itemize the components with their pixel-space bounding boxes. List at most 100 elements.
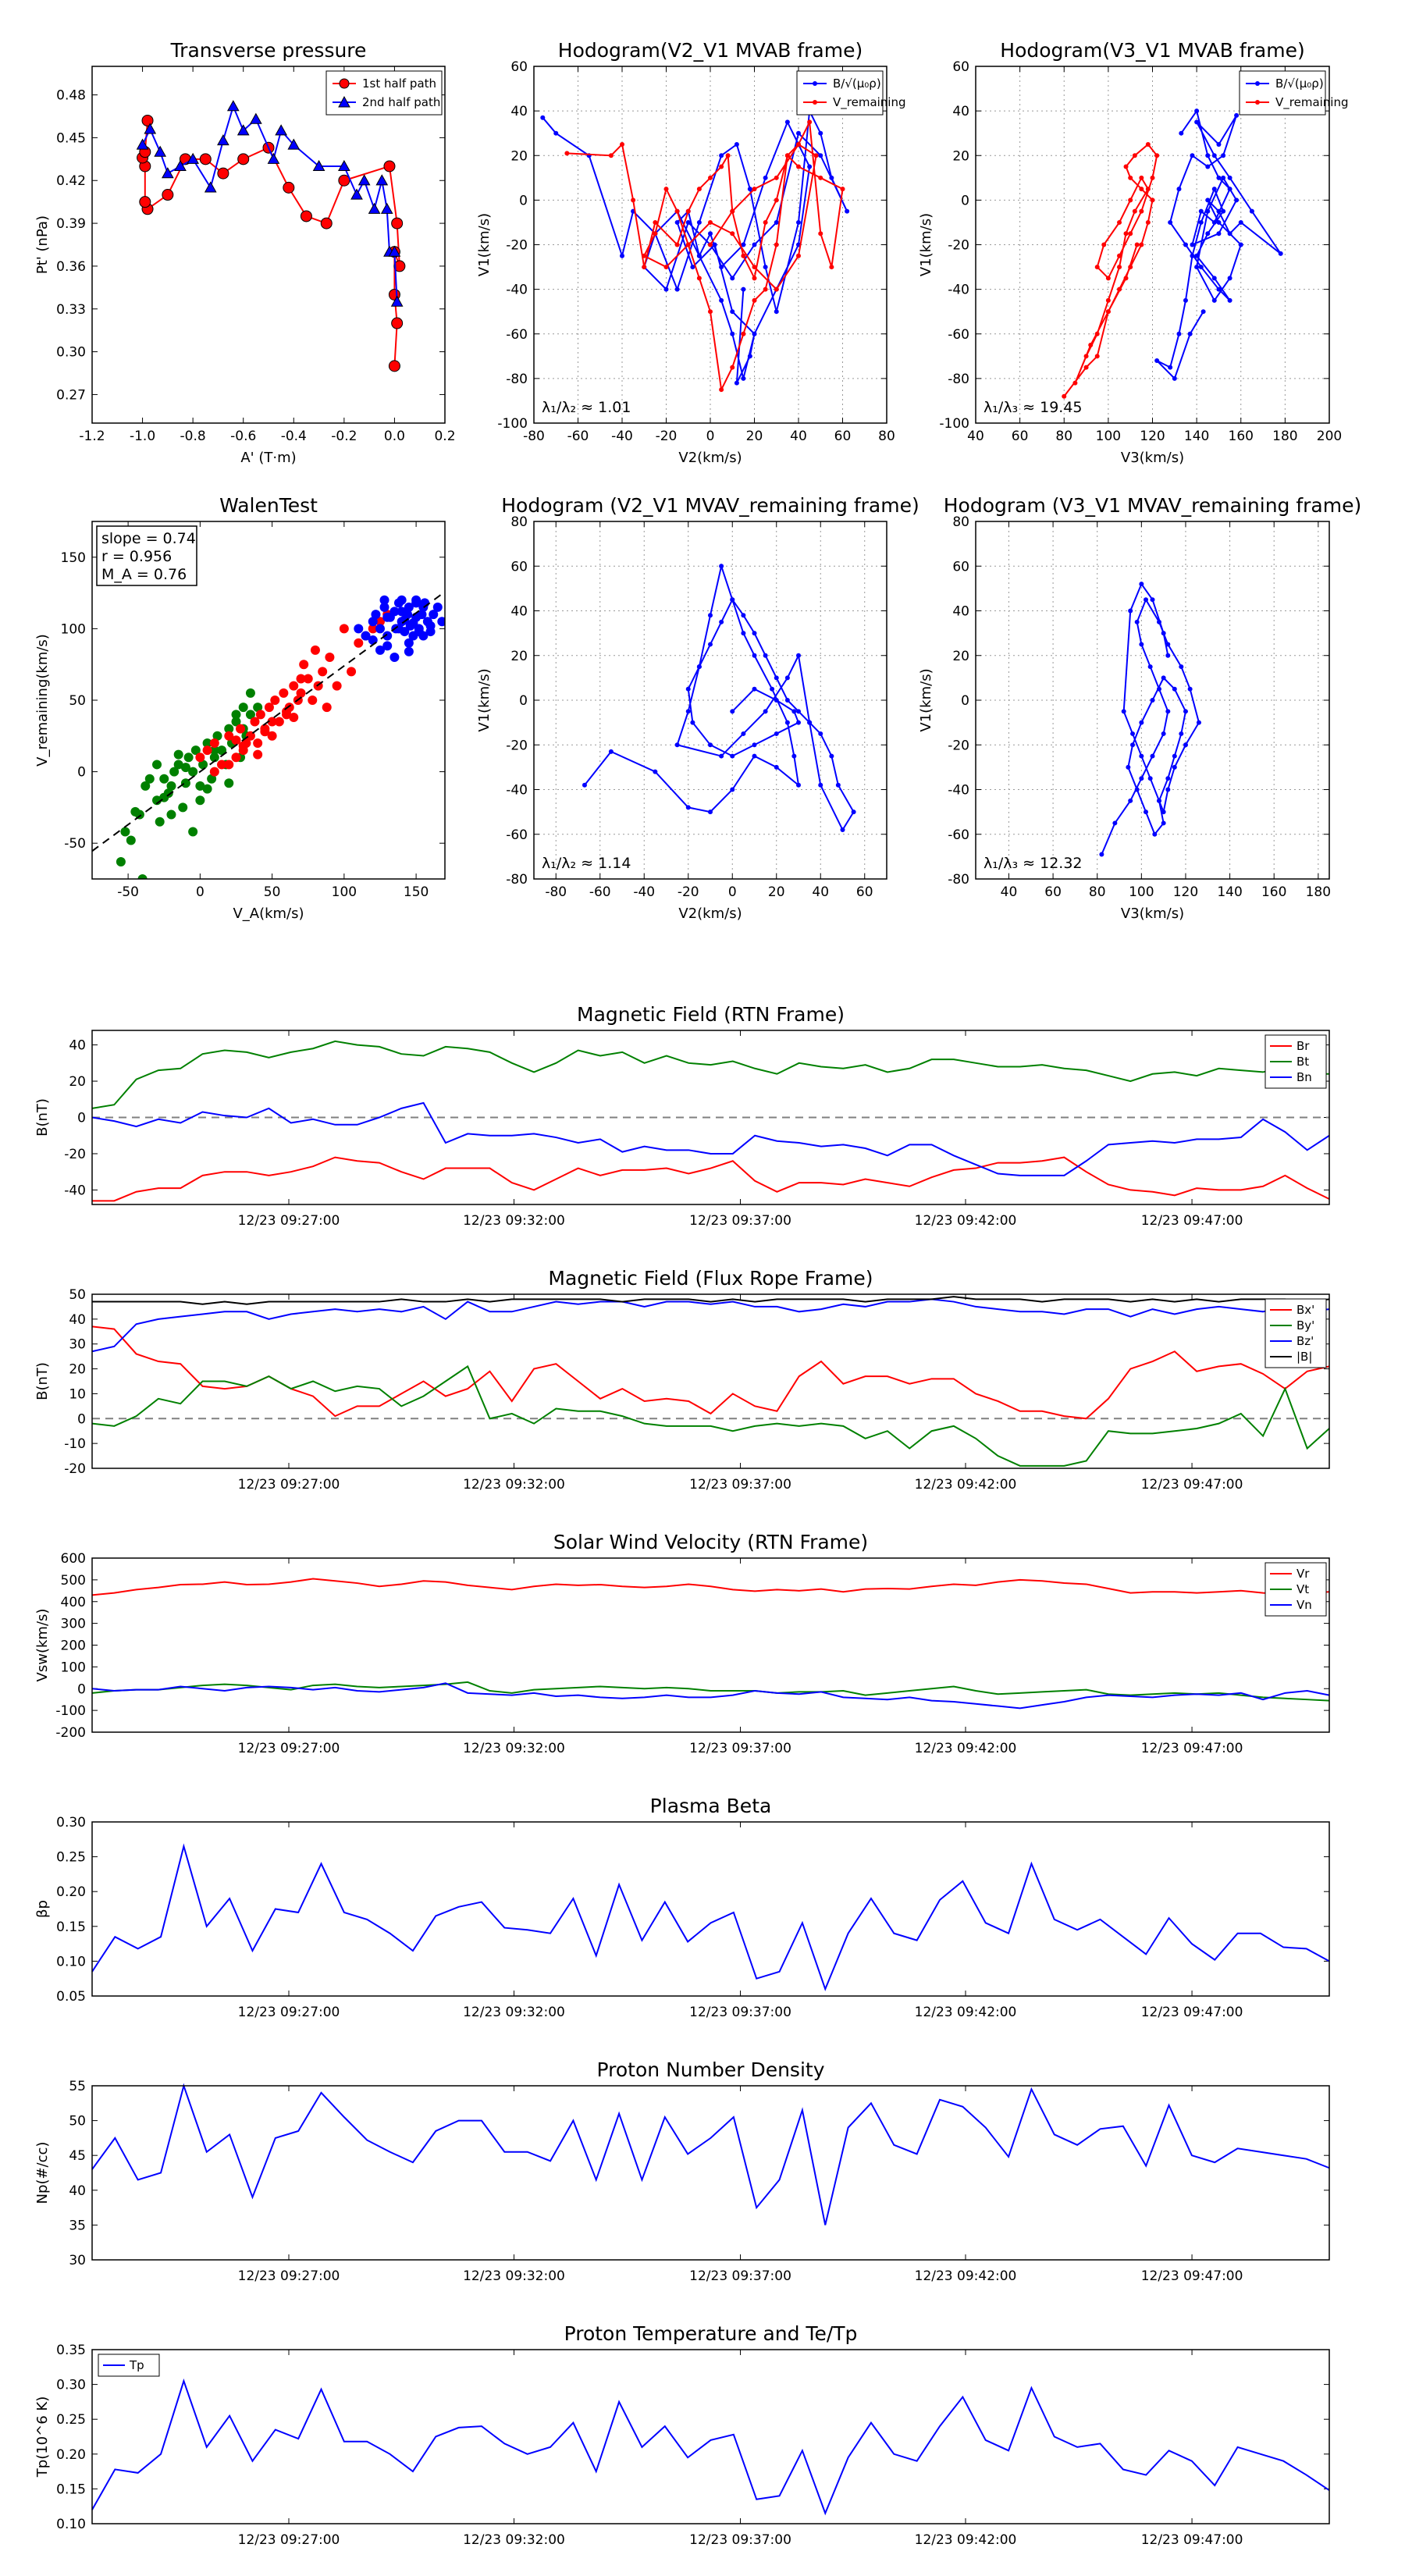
y-tick-label: 30 <box>69 1337 86 1353</box>
data-point <box>1128 175 1133 180</box>
data-point <box>1132 153 1137 158</box>
eigen-ratio-annotation: λ₁/λ₃ ≈ 19.45 <box>984 399 1083 416</box>
data-point <box>1117 286 1122 292</box>
x-tick-label: -20 <box>678 884 699 900</box>
legend-label: Bz' <box>1297 1334 1314 1348</box>
x-tick-label: 40 <box>1001 884 1018 900</box>
x-axis-label: V2(km/s) <box>678 906 742 922</box>
data-point <box>752 297 757 303</box>
y-tick-label: 0 <box>77 1411 86 1427</box>
data-point <box>245 688 255 698</box>
data-point <box>375 645 385 655</box>
data-point <box>209 753 219 763</box>
eigen-ratio-annotation: λ₁/λ₃ ≈ 12.32 <box>984 855 1083 872</box>
data-point <box>1194 253 1200 258</box>
panel-p2: Hodogram(V2_V1 MVAB frame) -80 -60 -40 -20 0 2… <box>476 39 906 466</box>
data-point <box>1117 219 1122 225</box>
data-point <box>250 717 260 727</box>
data-point <box>408 618 418 628</box>
series-line-beta <box>91 1843 1330 1991</box>
data-point <box>1123 164 1129 169</box>
data-point <box>180 763 190 773</box>
data-point <box>166 809 176 820</box>
data-point <box>685 208 691 214</box>
x-tick-label: 40 <box>812 884 829 900</box>
y-tick-label: 0.05 <box>56 1989 86 2005</box>
y-tick-label: -60 <box>948 827 969 843</box>
plot-area <box>92 1558 1329 1732</box>
data-point <box>162 167 174 179</box>
data-point <box>1128 798 1133 803</box>
data-point <box>1083 354 1089 359</box>
data-point <box>1094 265 1100 270</box>
axes-frame <box>91 66 446 424</box>
y-tick-label: 0.27 <box>56 387 86 403</box>
data-point <box>1187 331 1193 336</box>
data-point <box>642 253 647 258</box>
y-tick-label: 0.45 <box>56 130 86 146</box>
data-point <box>696 664 702 670</box>
data-point <box>178 802 188 813</box>
y-tick-label: 0.33 <box>56 302 86 318</box>
x-tick-label: 12/23 09:32:00 <box>463 1477 565 1493</box>
x-tick-label: 12/23 09:42:00 <box>915 2005 1017 2020</box>
y-tick-label: 20 <box>952 649 969 664</box>
data-point <box>1165 787 1171 792</box>
data-point <box>741 242 746 247</box>
data-point <box>1205 231 1211 237</box>
x-axis-label: V2(km/s) <box>678 450 742 466</box>
data-point <box>1139 242 1144 247</box>
data-point <box>1172 686 1177 692</box>
data-point <box>1139 776 1144 781</box>
data-point <box>1105 297 1111 303</box>
data-point <box>1221 153 1226 158</box>
data-point <box>1238 219 1243 225</box>
data-point <box>1147 664 1153 670</box>
chart-title: Transverse pressure <box>170 39 367 62</box>
x-axis-label: A' (T·m) <box>240 450 296 466</box>
data-point <box>397 607 407 617</box>
y-tick-label: 0 <box>961 193 969 208</box>
data-point <box>207 774 217 784</box>
y-tick-label: 20 <box>510 649 528 664</box>
data-point <box>190 745 201 756</box>
data-point <box>1198 265 1204 270</box>
data-point <box>1099 852 1104 857</box>
data-point <box>1117 253 1122 258</box>
data-point <box>1105 276 1111 281</box>
y-tick-label: 0.25 <box>56 2412 86 2428</box>
x-tick-label: 12/23 09:42:00 <box>915 2268 1017 2284</box>
x-tick-label: -1.0 <box>130 429 155 444</box>
x-tick-label: 12/23 09:37:00 <box>689 2005 791 2020</box>
data-point <box>1234 197 1240 203</box>
data-point <box>217 134 229 146</box>
data-point <box>296 674 306 684</box>
x-tick-label: 12/23 09:32:00 <box>463 1213 565 1229</box>
x-tick-label: -80 <box>523 429 545 444</box>
data-point <box>404 646 414 656</box>
data-point <box>1145 187 1151 192</box>
x-tick-label: 60 <box>856 884 873 900</box>
data-point <box>209 738 219 748</box>
data-point <box>1194 265 1200 270</box>
panel-t4: Plasma Beta 0.05 0.10 0.15 0.20 0.25 0.30 12/23… <box>34 1795 1330 2020</box>
x-tick-label: 40 <box>790 429 807 444</box>
x-tick-label: 12/23 09:37:00 <box>689 1741 791 1756</box>
panel-t2: Magnetic Field (Flux Rope Frame) -20 -10 0 1… <box>34 1267 1330 1493</box>
y-tick-label: -80 <box>506 372 528 387</box>
data-point <box>237 153 250 165</box>
data-point <box>1083 365 1089 370</box>
data-point <box>796 720 801 725</box>
x-tick-label: 12/23 09:32:00 <box>463 1741 565 1756</box>
chart-title: Magnetic Field (RTN Frame) <box>577 1003 845 1026</box>
x-tick-label: 12/23 09:47:00 <box>1141 1213 1243 1229</box>
y-axis-label: B(nT) <box>34 1362 51 1400</box>
data-point <box>368 202 381 214</box>
y-tick-label: 80 <box>952 514 969 530</box>
data-point <box>1227 231 1232 237</box>
legend-marker <box>813 81 817 86</box>
data-point <box>231 753 241 763</box>
y-tick-label: 0.10 <box>56 1954 86 1969</box>
data-point <box>774 309 779 315</box>
legend-label: Vn <box>1297 1598 1312 1612</box>
